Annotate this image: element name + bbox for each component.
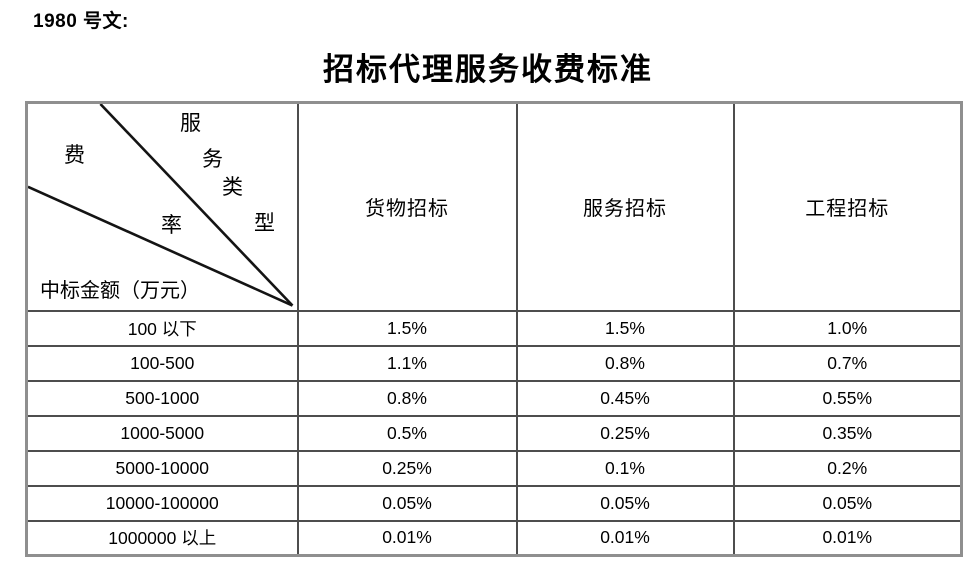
rate-cell: 0.01% [296,519,518,557]
table-row: 5000-10000 0.25% 0.1% 0.2% [25,449,963,487]
rate-cell: 0.8% [515,344,735,382]
rate-cell: 0.35% [732,414,963,452]
amount-range-cell: 10000-100000 [25,484,299,522]
corner-label-service-type-char: 型 [254,211,275,235]
rate-cell: 0.2% [732,449,963,487]
column-header-engineering: 工程招标 [732,101,963,312]
corner-label-fee-rate-char: 率 [161,213,182,237]
table-row: 10000-100000 0.05% 0.05% 0.05% [25,484,963,522]
rate-cell: 0.05% [296,484,518,522]
rate-cell: 0.1% [515,449,735,487]
rate-cell: 1.1% [296,344,518,382]
corner-label-service-type-char: 务 [202,147,223,171]
diagonal-line-lower [28,185,294,307]
amount-range-cell: 500-1000 [25,379,299,417]
corner-label-service-type-char: 服 [180,111,201,135]
amount-range-cell: 100 以下 [25,309,299,347]
corner-label-service-type-char: 类 [222,175,243,199]
table-row: 1000-5000 0.5% 0.25% 0.35% [25,414,963,452]
rate-cell: 1.5% [515,309,735,347]
corner-label-fee-rate-char: 费 [64,143,85,167]
rate-cell: 0.5% [296,414,518,452]
table-header-row: 服 务 类 型 费 率 中标金额（万元） 货物招标 服务招标 工程招标 [25,101,963,312]
corner-label-amount: 中标金额（万元） [40,280,200,302]
diagonal-line-upper [99,104,294,307]
rate-cell: 0.8% [296,379,518,417]
rate-cell: 0.55% [732,379,963,417]
rate-cell: 0.01% [732,519,963,557]
amount-range-cell: 1000000 以上 [25,519,299,557]
rate-cell: 0.05% [732,484,963,522]
column-header-goods: 货物招标 [296,101,518,312]
amount-range-cell: 100-500 [25,344,299,382]
rate-cell: 0.05% [515,484,735,522]
rate-cell: 0.25% [296,449,518,487]
amount-range-cell: 5000-10000 [25,449,299,487]
table-row: 100 以下 1.5% 1.5% 1.0% [25,309,963,347]
diagonal-divider-lines [28,104,294,307]
corner-header-cell: 服 务 类 型 费 率 中标金额（万元） [25,101,299,312]
fee-standard-table: 服 务 类 型 费 率 中标金额（万元） 货物招标 服务招标 工程招标 100 … [25,101,963,557]
document-number-label: 1980 号文: [33,11,129,32]
rate-cell: 0.7% [732,344,963,382]
rate-cell: 0.45% [515,379,735,417]
rate-cell: 1.0% [732,309,963,347]
amount-range-cell: 1000-5000 [25,414,299,452]
table-row: 100-500 1.1% 0.8% 0.7% [25,344,963,382]
rate-cell: 0.01% [515,519,735,557]
table-row: 500-1000 0.8% 0.45% 0.55% [25,379,963,417]
rate-cell: 0.25% [515,414,735,452]
table-row: 1000000 以上 0.01% 0.01% 0.01% [25,519,963,557]
column-header-services: 服务招标 [515,101,735,312]
page-title: 招标代理服务收费标准 [323,52,653,87]
rate-cell: 1.5% [296,309,518,347]
